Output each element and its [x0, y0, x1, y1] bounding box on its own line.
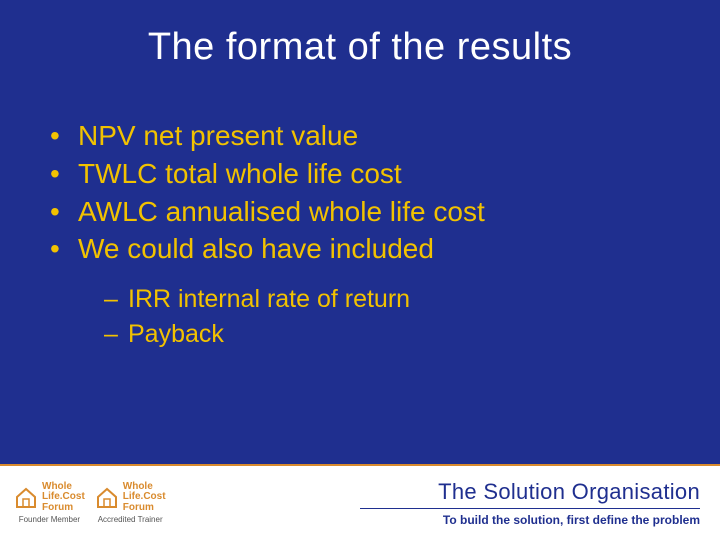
bullet-item: NPV net present value [50, 117, 670, 155]
sub-bullet-list: IRR internal rate of return Payback [104, 282, 670, 352]
slide-title: The format of the results [0, 0, 720, 69]
sub-bullet-item: IRR internal rate of return [104, 282, 670, 317]
logo-founder: Whole Life.Cost Forum Founder Member [14, 482, 85, 525]
sub-bullet-item: Payback [104, 317, 670, 352]
tagline: To build the solution, first define the … [360, 513, 700, 527]
logo-caption: Founder Member [19, 515, 80, 524]
logo-caption: Accredited Trainer [98, 515, 163, 524]
logo-text: Whole Life.Cost Forum [42, 482, 85, 514]
footer-right: The Solution Organisation To build the s… [360, 479, 706, 527]
bullet-item: TWLC total whole life cost [50, 155, 670, 193]
slide-content: NPV net present value TWLC total whole l… [0, 69, 720, 352]
footer: Whole Life.Cost Forum Founder Member Who… [0, 464, 720, 540]
org-name: The Solution Organisation [360, 479, 700, 509]
house-icon [95, 486, 119, 510]
bullet-item: We could also have included [50, 230, 670, 268]
bullet-list: NPV net present value TWLC total whole l… [50, 117, 670, 268]
logo-text: Whole Life.Cost Forum [123, 482, 166, 514]
bullet-item: AWLC annualised whole life cost [50, 193, 670, 231]
house-icon [14, 486, 38, 510]
logo-trainer: Whole Life.Cost Forum Accredited Trainer [95, 482, 166, 525]
slide: The format of the results NPV net presen… [0, 0, 720, 540]
footer-logos: Whole Life.Cost Forum Founder Member Who… [14, 482, 166, 525]
